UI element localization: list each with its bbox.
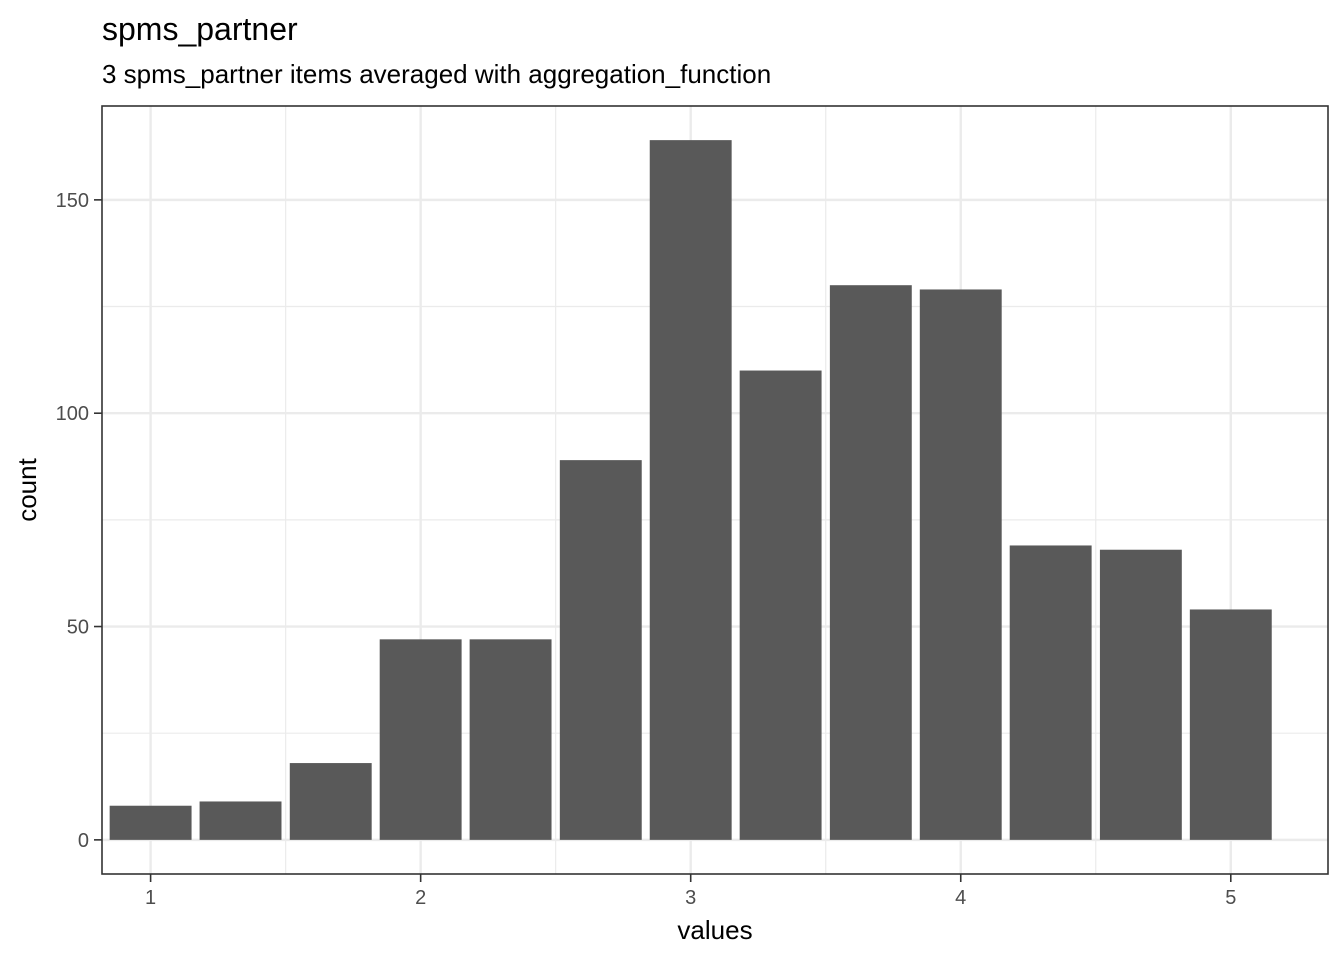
bars (109, 140, 1272, 840)
histogram-bar (829, 285, 912, 840)
x-tick-label: 1 (145, 887, 156, 909)
chart-title: spms_partner (102, 11, 298, 47)
x-tick-label: 2 (415, 887, 426, 909)
histogram-bar (649, 140, 732, 840)
y-axis-title: count (12, 457, 42, 521)
histogram-bar (1189, 609, 1272, 840)
histogram-bar (199, 801, 282, 840)
x-tick-label: 5 (1225, 887, 1236, 909)
x-axis-title: values (677, 915, 752, 945)
y-tick-label: 50 (67, 617, 89, 639)
histogram-bar (559, 460, 642, 840)
y-tick-label: 100 (56, 403, 89, 425)
histogram-bar (109, 805, 192, 840)
histogram-bar (1099, 549, 1182, 840)
y-tick-label: 150 (56, 190, 89, 212)
y-tick-label: 0 (78, 830, 89, 852)
histogram-bar (289, 763, 372, 840)
histogram-bar (739, 370, 822, 840)
histogram-bar (469, 639, 552, 840)
plot-border (101, 105, 1329, 875)
histogram-bar (919, 289, 1002, 840)
chart-subtitle: 3 spms_partner items averaged with aggre… (102, 59, 771, 89)
histogram-bar (1009, 545, 1092, 840)
x-tick-label: 3 (685, 887, 696, 909)
histogram-bar (379, 639, 462, 840)
x-tick-label: 4 (955, 887, 966, 909)
